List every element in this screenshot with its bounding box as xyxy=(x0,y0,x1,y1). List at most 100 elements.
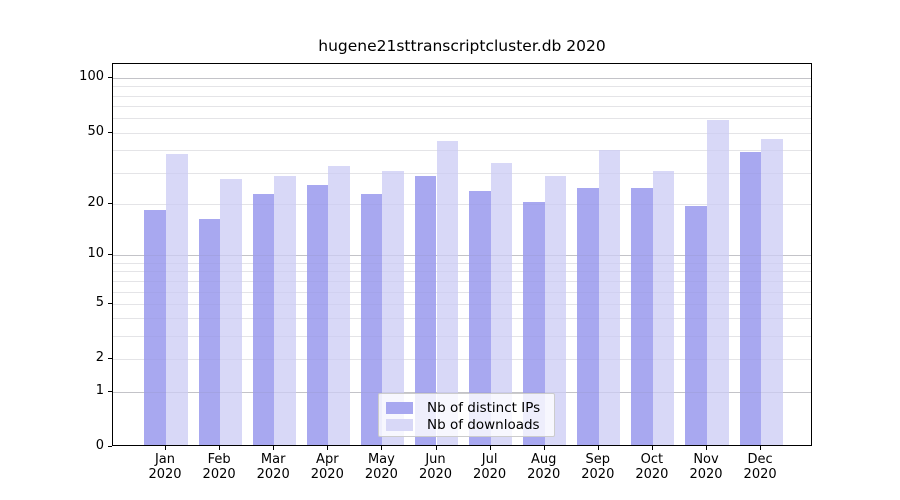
xtick-sep xyxy=(597,446,599,450)
bar-mar-distinct-ips xyxy=(252,194,275,445)
plot-area xyxy=(112,63,812,446)
bar-jan-downloads xyxy=(166,154,188,445)
ytick-label-2: 2 xyxy=(95,350,104,366)
legend-entry-distinct-ips: Nb of distinct IPs xyxy=(386,399,546,416)
gridline-5 xyxy=(113,303,811,305)
legend: Nb of distinct IPs Nb of downloads xyxy=(378,393,555,437)
gridline-20 xyxy=(113,203,811,205)
gridline-overlay-60 xyxy=(113,118,811,120)
bar-may-distinct-ips xyxy=(360,194,383,445)
ytick-100 xyxy=(108,77,112,79)
bar-oct-downloads xyxy=(652,170,675,445)
ytick-1 xyxy=(108,390,112,392)
ytick-label-20: 20 xyxy=(87,194,104,210)
bar-feb-downloads xyxy=(220,178,242,445)
xtick-year: 2020 xyxy=(148,467,182,482)
ytick-label-5: 5 xyxy=(95,294,104,310)
bar-feb-distinct-ips xyxy=(198,218,221,445)
xtick-month: Mar xyxy=(260,452,286,467)
gridline-overlay-100 xyxy=(113,78,811,80)
ytick-20 xyxy=(108,202,112,204)
gridline-overlay-20 xyxy=(113,203,811,205)
bar-aug-distinct-ips xyxy=(523,201,545,445)
xtick-may xyxy=(381,446,383,450)
xtick-label-feb: Feb 2020 xyxy=(192,452,246,482)
xtick-year: 2020 xyxy=(689,467,723,482)
xtick-month: Apr xyxy=(316,452,339,467)
xtick-jul xyxy=(489,446,491,450)
xtick-nov xyxy=(706,446,707,450)
bar-may-downloads xyxy=(382,170,404,445)
ytick-label-100: 100 xyxy=(79,69,104,85)
gridline-overlay-3 xyxy=(113,336,811,338)
ytick-0 xyxy=(108,446,112,447)
xtick-month: Jun xyxy=(425,452,446,467)
bar-nov-downloads xyxy=(707,120,729,445)
gridline-overlay-10 xyxy=(113,255,811,257)
bar-aug-downloads xyxy=(544,175,567,445)
xtick-label-mar: Mar 2020 xyxy=(246,452,300,482)
bar-jul-distinct-ips xyxy=(469,191,491,445)
gridline-10 xyxy=(113,255,811,257)
xtick-aug xyxy=(543,446,545,450)
gridline-overlay-5 xyxy=(113,303,811,305)
gridline-1 xyxy=(113,391,811,393)
bar-dec-distinct-ips xyxy=(739,152,762,445)
xtick-label-dec: Dec 2020 xyxy=(733,452,787,482)
xtick-month: Oct xyxy=(640,452,664,467)
bar-sep-distinct-ips xyxy=(577,187,599,445)
xtick-year: 2020 xyxy=(310,467,344,482)
bar-jan-distinct-ips xyxy=(144,209,166,445)
xtick-label-may: May 2020 xyxy=(354,452,408,482)
gridline-100 xyxy=(113,78,811,80)
xtick-label-apr: Apr 2020 xyxy=(300,452,354,482)
gridline-70 xyxy=(113,106,811,108)
ytick-10 xyxy=(108,254,112,256)
xtick-month: Dec xyxy=(747,452,773,467)
xtick-label-oct: Oct 2020 xyxy=(625,452,679,482)
xtick-year: 2020 xyxy=(581,467,615,482)
xtick-label-jun: Jun 2020 xyxy=(409,452,463,482)
gridline-90 xyxy=(113,86,811,88)
ytick-label-50: 50 xyxy=(87,123,104,139)
xtick-year: 2020 xyxy=(527,467,561,482)
xtick-dec xyxy=(760,446,762,450)
gridline-60 xyxy=(113,118,811,120)
gridline-overlay-50 xyxy=(113,132,811,134)
ytick-label-1: 1 xyxy=(95,382,104,398)
ytick-2 xyxy=(108,358,112,360)
gridline-8 xyxy=(113,271,811,273)
ytick-5 xyxy=(108,302,112,304)
gridline-overlay-2 xyxy=(113,359,811,361)
xtick-jun xyxy=(435,446,437,450)
bar-apr-downloads xyxy=(328,165,350,445)
xtick-mar xyxy=(273,446,275,450)
gridline-overlay-90 xyxy=(113,86,811,88)
xtick-month: Jan xyxy=(154,452,176,467)
legend-label-distinct-ips: Nb of distinct IPs xyxy=(427,399,541,416)
xtick-feb xyxy=(219,446,221,450)
gridline-2 xyxy=(113,359,811,361)
xtick-year: 2020 xyxy=(635,467,669,482)
gridline-overlay-8 xyxy=(113,271,811,273)
bar-jun-downloads xyxy=(436,140,459,445)
gridline-overlay-4 xyxy=(113,318,811,320)
xtick-year: 2020 xyxy=(473,467,507,482)
bar-mar-downloads xyxy=(274,175,296,445)
gridline-overlay-80 xyxy=(113,95,811,97)
gridline-80 xyxy=(113,95,811,97)
xtick-month: Aug xyxy=(530,452,557,467)
xtick-oct xyxy=(651,446,653,450)
xtick-month: Nov xyxy=(693,452,719,467)
bar-jul-downloads xyxy=(490,163,513,445)
xtick-label-aug: Aug 2020 xyxy=(517,452,571,482)
chart-title: hugene21sttranscriptcluster.db 2020 xyxy=(318,37,606,55)
xtick-apr xyxy=(327,446,329,450)
ytick-50 xyxy=(108,131,112,133)
xtick-month: May xyxy=(367,452,395,467)
xtick-label-jul: Jul 2020 xyxy=(463,452,517,482)
legend-swatch-downloads xyxy=(386,418,413,431)
legend-entry-downloads: Nb of downloads xyxy=(386,416,546,433)
bar-dec-downloads xyxy=(761,139,783,445)
